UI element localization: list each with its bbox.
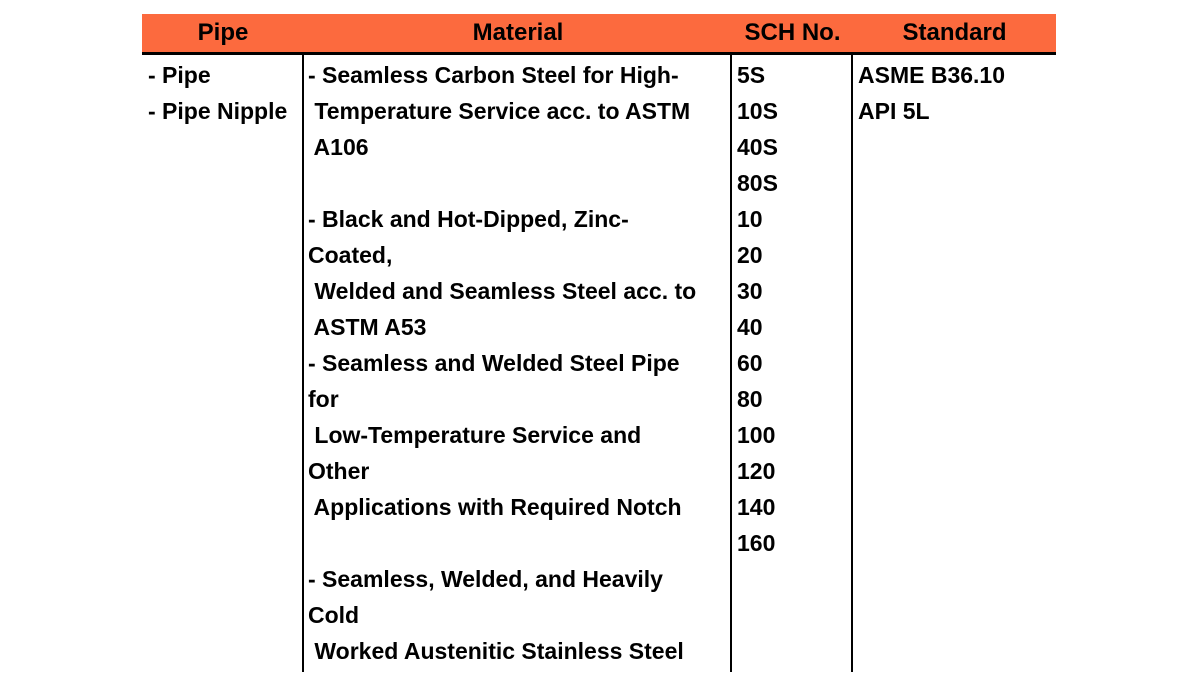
pipe-material-spec-table: Pipe Material SCH No. Standard - Pipe - P… — [142, 14, 1056, 672]
table-cell-line: - Seamless, Welded, and Heavily — [308, 566, 663, 592]
table-cell-line: 60 — [737, 350, 763, 376]
table-body: - Pipe - Pipe Nipple - Seamless Carbon St… — [142, 55, 1056, 672]
table-cell-line: Coated, — [308, 242, 393, 268]
column-standard: ASME B36.10 API 5L — [853, 55, 1056, 672]
table-cell-line: 5S — [737, 62, 766, 88]
table-cell-line: Applications with Required Notch — [308, 494, 682, 520]
table-cell-line: - Pipe — [148, 62, 211, 88]
table-cell-line: Cold — [308, 602, 360, 628]
table-header-row: Pipe Material SCH No. Standard — [142, 14, 1056, 55]
table-cell-line: Other — [308, 458, 370, 484]
table-cell-line: A106 — [308, 134, 369, 160]
column-pipe: - Pipe - Pipe Nipple — [142, 55, 304, 672]
table-cell-line: API 5L — [858, 98, 930, 124]
table-cell-line: - Pipe Nipple — [148, 98, 288, 124]
table-cell-line: 20 — [737, 242, 763, 268]
table-cell-line: 30 — [737, 278, 763, 304]
table-cell-line: 100 — [737, 422, 776, 448]
column-material: - Seamless Carbon Steel for High- Temper… — [304, 55, 732, 672]
table-cell-line — [308, 165, 730, 201]
table-cell-line: 10 — [737, 206, 763, 232]
table-cell-line: 80S — [737, 170, 778, 196]
header-material: Material — [472, 19, 564, 46]
table-cell-line: - Seamless and Welded Steel Pipe — [308, 350, 680, 376]
table-cell-line: for — [308, 386, 339, 412]
table-cell-line: 140 — [737, 494, 776, 520]
table-cell-line: 80 — [737, 386, 763, 412]
header-sch-no: SCH No. — [744, 19, 841, 46]
table-cell-line: Temperature Service acc. to ASTM — [308, 98, 691, 124]
table-cell-line: ASME B36.10 — [858, 62, 1006, 88]
table-cell-line: 10S — [737, 98, 778, 124]
table-cell-line: - Black and Hot-Dipped, Zinc- — [308, 206, 629, 232]
table-cell-line: 120 — [737, 458, 776, 484]
table-cell-line: 40S — [737, 134, 778, 160]
table-cell-line — [308, 525, 730, 561]
table-cell-line: 40 — [737, 314, 763, 340]
header-pipe: Pipe — [197, 19, 249, 46]
table-cell-line: - Seamless Carbon Steel for High- — [308, 62, 679, 88]
header-standard: Standard — [902, 19, 1007, 46]
table-cell-line: Worked Austenitic Stainless Steel — [308, 638, 684, 664]
table-cell-line: ASTM A53 — [308, 314, 427, 340]
column-sch-no: 5S 10S 40S 80S 10 20 30 40 60 80 100 120 140 160 — [732, 55, 853, 672]
table-cell-line: Low-Temperature Service and — [308, 422, 642, 448]
table-cell-line: Welded and Seamless Steel acc. to — [308, 278, 697, 304]
table-cell-line: 160 — [737, 530, 776, 556]
